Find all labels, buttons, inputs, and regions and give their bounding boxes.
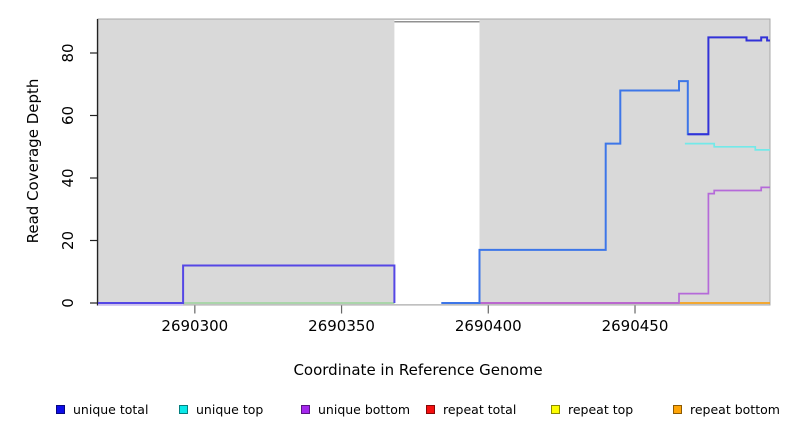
x-tick-label: 2690350 — [308, 317, 375, 335]
legend-item-repeat-total: repeat total — [426, 400, 516, 418]
x-axis-title: Coordinate in Reference Genome — [293, 361, 543, 379]
y-tick-label: 40 — [59, 168, 77, 187]
legend-label: repeat top — [568, 401, 634, 417]
y-tick-label: 0 — [59, 298, 77, 308]
series-unique-bottom-line — [479, 186, 770, 304]
legend-label: repeat bottom — [690, 401, 780, 417]
repeat-top-swatch-icon — [551, 404, 560, 414]
legend-label: unique top — [196, 401, 264, 417]
series-unique-total-left-line — [98, 264, 396, 304]
series-unique-top-line — [684, 142, 770, 151]
series-unique-total-mid-line — [441, 80, 709, 304]
x-tick-label: 2690450 — [602, 317, 669, 335]
legend-item-repeat-bottom: repeat bottom — [673, 400, 780, 418]
legend-label: unique total — [73, 401, 149, 417]
legend-label: repeat total — [443, 401, 517, 417]
x-tick-label: 2690300 — [161, 317, 228, 335]
unique-bottom-swatch-icon — [301, 404, 310, 414]
coverage-gap-region — [394, 20, 480, 304]
repeat-total-swatch-icon — [426, 404, 435, 414]
repeat-bottom-swatch-icon — [673, 404, 682, 414]
y-axis-title: Read Coverage Depth — [24, 78, 42, 244]
y-tick-label: 60 — [59, 106, 77, 125]
y-tick-label: 80 — [59, 43, 77, 62]
legend-item-repeat-top: repeat top — [551, 400, 633, 418]
unique-total-swatch-icon — [56, 404, 65, 414]
y-tick-label: 20 — [59, 231, 77, 250]
x-tick-label: 2690400 — [455, 317, 522, 335]
legend-label: unique bottom — [318, 401, 411, 417]
unique-top-swatch-icon — [179, 404, 188, 414]
series-unique-total-right-line — [687, 36, 770, 136]
legend-item-unique-top: unique top — [179, 400, 263, 418]
legend-item-unique-total: unique total — [56, 400, 148, 418]
legend: unique total unique top unique bottom re… — [0, 400, 792, 420]
legend-item-unique-bottom: unique bottom — [301, 400, 410, 418]
